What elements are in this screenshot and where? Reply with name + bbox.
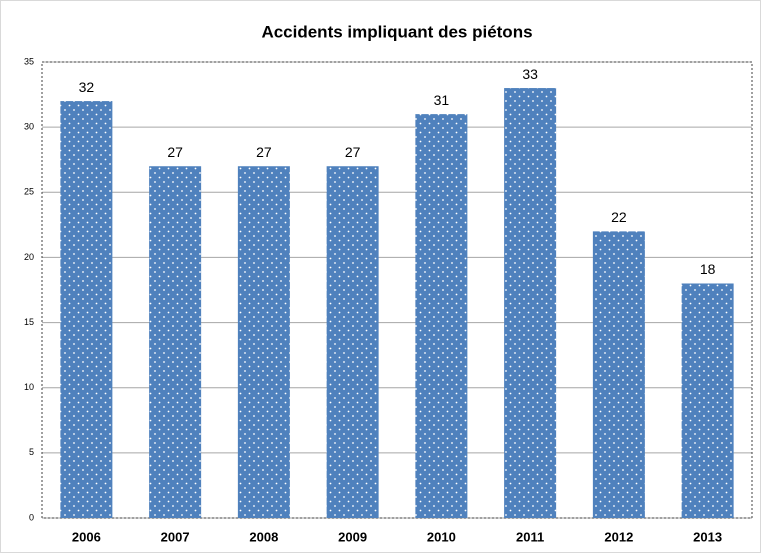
- y-tick-label: 25: [24, 187, 34, 197]
- data-label: 32: [79, 79, 95, 95]
- x-tick-label: 2010: [427, 529, 456, 544]
- bar: [237, 166, 290, 518]
- data-label: 18: [700, 261, 716, 277]
- bar: [592, 231, 645, 518]
- data-label: 27: [345, 144, 361, 160]
- data-label: 22: [611, 209, 627, 225]
- y-tick-label: 5: [29, 447, 34, 457]
- bar: [326, 166, 379, 518]
- x-tick-label: 2008: [249, 529, 278, 544]
- plot-border: [41, 61, 753, 519]
- data-label: 33: [522, 66, 538, 82]
- x-tick-label: 2013: [693, 529, 722, 544]
- bar: [504, 88, 557, 519]
- y-tick-label: 15: [24, 317, 34, 327]
- bar: [415, 114, 468, 518]
- data-label: 31: [434, 92, 450, 108]
- y-tick-label: 35: [24, 56, 34, 66]
- y-tick-label: 30: [24, 122, 34, 132]
- bar: [681, 283, 734, 518]
- x-tick-label: 2007: [161, 529, 190, 544]
- data-label: 27: [167, 144, 183, 160]
- x-tick-label: 2009: [338, 529, 367, 544]
- x-tick-label: 2011: [516, 529, 544, 544]
- bar: [149, 166, 202, 518]
- y-tick-label: 20: [24, 252, 34, 262]
- x-tick-label: 2012: [604, 529, 633, 544]
- y-tick-label: 10: [24, 382, 34, 392]
- x-tick-label: 2006: [72, 529, 101, 544]
- data-label: 27: [256, 144, 272, 160]
- chart-title: Accidents impliquant des piétons: [261, 22, 532, 41]
- y-tick-label: 0: [29, 512, 34, 522]
- bar: [60, 101, 113, 518]
